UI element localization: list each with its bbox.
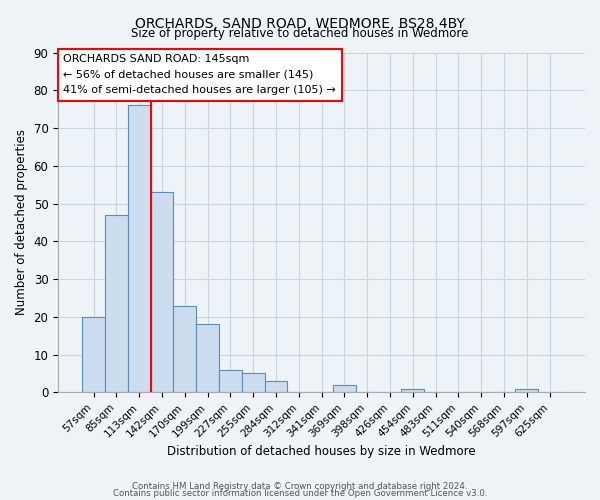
Bar — [333, 385, 356, 392]
Bar — [219, 370, 242, 392]
Bar — [196, 324, 219, 392]
Bar — [401, 388, 424, 392]
Text: Contains HM Land Registry data © Crown copyright and database right 2024.: Contains HM Land Registry data © Crown c… — [132, 482, 468, 491]
Text: ORCHARDS, SAND ROAD, WEDMORE, BS28 4BY: ORCHARDS, SAND ROAD, WEDMORE, BS28 4BY — [135, 18, 465, 32]
Bar — [515, 388, 538, 392]
Bar — [82, 317, 105, 392]
Y-axis label: Number of detached properties: Number of detached properties — [15, 130, 28, 316]
Text: ORCHARDS SAND ROAD: 145sqm
← 56% of detached houses are smaller (145)
41% of sem: ORCHARDS SAND ROAD: 145sqm ← 56% of deta… — [64, 54, 336, 96]
Text: Contains public sector information licensed under the Open Government Licence v3: Contains public sector information licen… — [113, 490, 487, 498]
Text: Size of property relative to detached houses in Wedmore: Size of property relative to detached ho… — [131, 28, 469, 40]
Bar — [242, 374, 265, 392]
X-axis label: Distribution of detached houses by size in Wedmore: Distribution of detached houses by size … — [167, 444, 476, 458]
Bar — [128, 106, 151, 393]
Bar — [265, 381, 287, 392]
Bar — [151, 192, 173, 392]
Bar — [173, 306, 196, 392]
Bar — [105, 215, 128, 392]
